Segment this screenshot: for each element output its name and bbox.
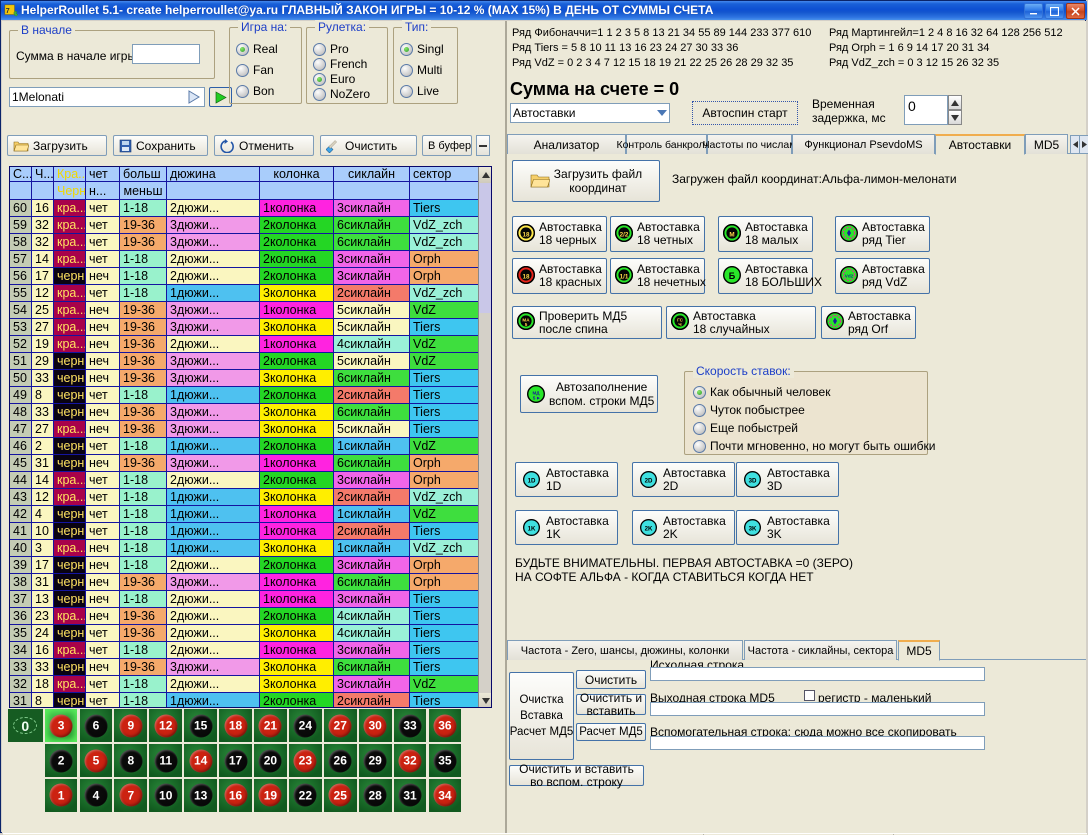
svg-text:5: 5 — [525, 322, 528, 327]
svg-text:2D: 2D — [645, 477, 653, 484]
svg-text:7: 7 — [6, 7, 10, 14]
svg-text:Vd2: Vd2 — [845, 273, 854, 278]
svg-text:3K: 3K — [749, 525, 757, 532]
svg-text:2K: 2K — [645, 525, 653, 532]
svg-text:1/1: 1/1 — [620, 273, 629, 280]
svg-text:18: 18 — [522, 231, 530, 238]
svg-text:1D: 1D — [528, 477, 536, 484]
svg-text:5: 5 — [533, 396, 536, 401]
svg-text:2/2: 2/2 — [620, 231, 629, 238]
svg-text:M: M — [729, 231, 734, 238]
svg-text:►: ► — [536, 396, 541, 402]
svg-text:18: 18 — [522, 273, 530, 280]
svg-text:Б: Б — [729, 271, 736, 281]
svg-text:Ч: Ч — [678, 322, 681, 327]
svg-text:1K: 1K — [528, 525, 536, 532]
svg-text:3D: 3D — [749, 477, 757, 484]
